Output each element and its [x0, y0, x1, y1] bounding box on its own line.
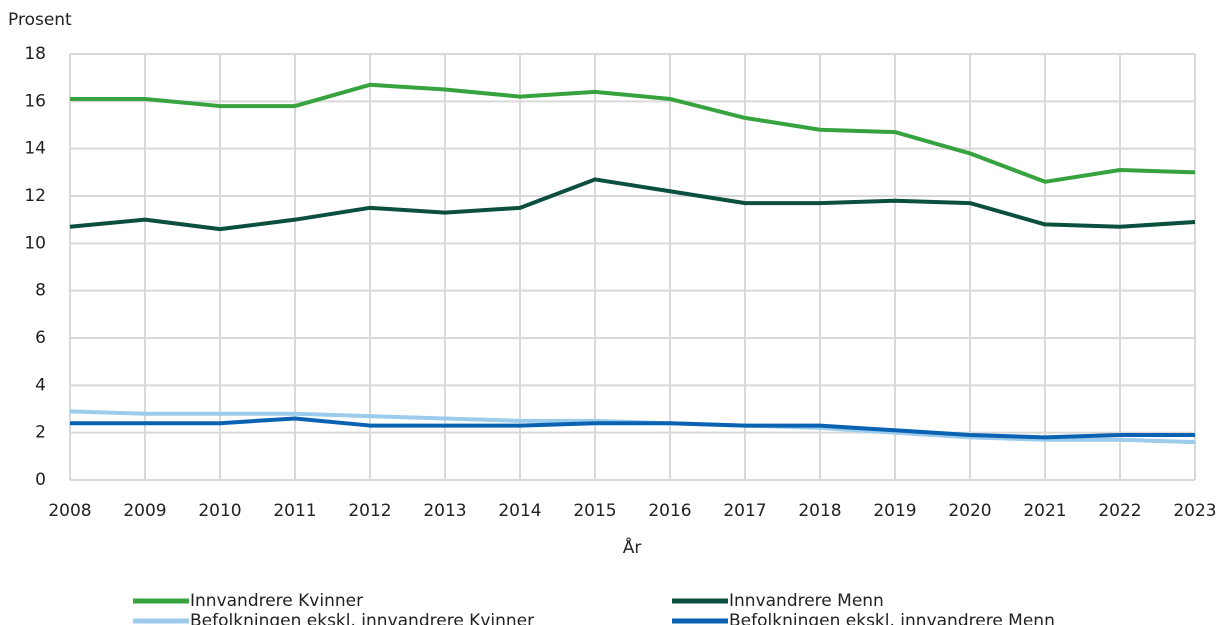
x-tick-label: 2016 [648, 501, 691, 521]
x-tick-label: 2008 [48, 501, 91, 521]
x-tick-label: 2019 [873, 501, 916, 521]
x-tick-label: 2021 [1023, 501, 1066, 521]
y-tick-label: 8 [35, 281, 46, 301]
y-tick-label: 14 [24, 139, 46, 159]
x-tick-label: 2017 [723, 501, 766, 521]
x-tick-label: 2010 [198, 501, 241, 521]
legend-label: Befolkningen ekskl. innvandrere Menn [729, 611, 1055, 625]
y-tick-label: 2 [35, 423, 46, 443]
y-tick-label: 4 [35, 375, 46, 395]
y-tick-label: 6 [35, 328, 46, 348]
x-axis-label: År [623, 536, 642, 558]
x-tick-label: 2013 [423, 501, 466, 521]
legend-label: Innvandrere Kvinner [190, 591, 363, 611]
legend-label: Innvandrere Menn [729, 591, 884, 611]
x-tick-label: 2020 [948, 501, 991, 521]
x-tick-label: 2015 [573, 501, 616, 521]
x-tick-label: 2014 [498, 501, 541, 521]
x-tick-label: 2012 [348, 501, 391, 521]
x-tick-label: 2022 [1098, 501, 1141, 521]
x-tick-label: 2023 [1173, 501, 1216, 521]
series-line [70, 82, 1196, 184]
x-tick-label: 2018 [798, 501, 841, 521]
legend-label: Befolkningen ekskl. innvandrere Kvinner [190, 611, 534, 625]
y-tick-label: 16 [24, 91, 46, 111]
y-tick-label: 10 [24, 233, 46, 253]
series-line [70, 416, 1195, 440]
y-tick-label: 18 [24, 44, 46, 64]
y-tick-label: 0 [35, 470, 46, 490]
x-tick-label: 2009 [123, 501, 166, 521]
series-line [69, 177, 1196, 232]
x-tick-label: 2011 [273, 501, 316, 521]
y-axis-label: Prosent [8, 10, 72, 30]
y-tick-label: 12 [24, 186, 46, 206]
